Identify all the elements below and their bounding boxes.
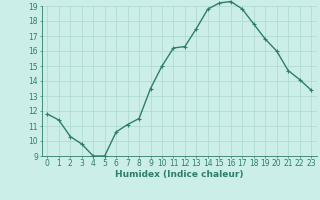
X-axis label: Humidex (Indice chaleur): Humidex (Indice chaleur) <box>115 170 244 179</box>
